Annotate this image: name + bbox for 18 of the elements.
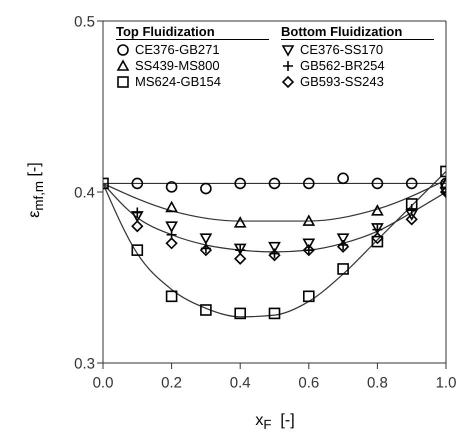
legend-label: MS624-GB154: [135, 74, 221, 90]
x-axis-title: x$_{F}$ [-]: [255, 412, 295, 432]
x-tick-label: 0.6: [298, 374, 320, 392]
legend-label: CE376-SS170: [300, 42, 384, 58]
legend-label: CE376-GB271: [135, 42, 220, 58]
y-tick-label: 0.3: [74, 355, 95, 372]
y-tick-label: 0.5: [74, 13, 95, 30]
legend-label: SS439-MS800: [135, 58, 220, 74]
legend-label: GB562-BR254: [300, 58, 385, 74]
x-tick-label: 0.4: [230, 374, 251, 392]
x-tick-label: 0.8: [366, 374, 388, 392]
legend-label: GB593-SS243: [300, 74, 384, 90]
annotation: Top Fluidization: [116, 24, 269, 40]
annotation: Bottom Fluidization: [281, 24, 434, 40]
x-tick-label: 0.2: [161, 374, 182, 392]
x-tick-label: 1.0: [436, 374, 456, 392]
y-tick-label: 0.4: [74, 184, 95, 202]
x-tick-label: 0.0: [92, 374, 114, 392]
